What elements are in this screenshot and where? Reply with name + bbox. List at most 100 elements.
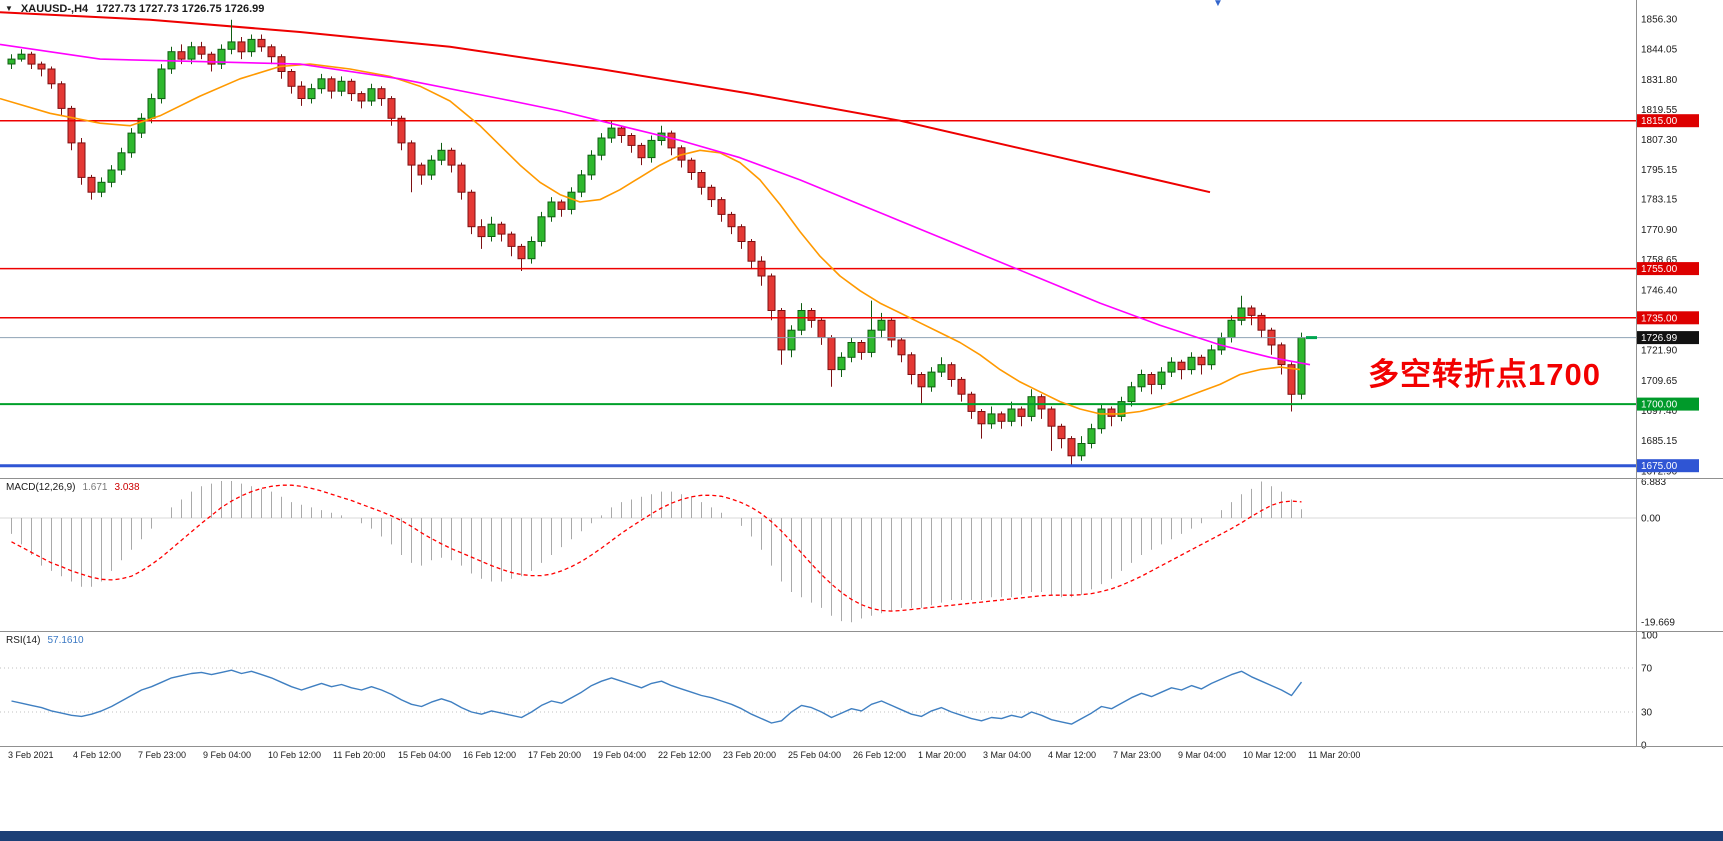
- chart-canvas[interactable]: 1856.30 1844.05 1831.80 1819.55 1807.30 1795.…: [0, 0, 1723, 765]
- candle-body: [407, 142, 416, 166]
- candle-body: [57, 83, 66, 109]
- candle-body: [327, 78, 336, 92]
- price-tag: [1637, 459, 1699, 473]
- price-axis-label: 1844.05: [1641, 45, 1678, 56]
- candle-body: [197, 46, 206, 55]
- candle-body: [1137, 374, 1146, 388]
- macd-axis-label: 6.883: [1641, 477, 1666, 488]
- candle-body: [257, 38, 266, 48]
- candle-body: [847, 342, 856, 358]
- candle-body: [487, 223, 496, 237]
- candle-body: [367, 88, 376, 102]
- time-axis-label: 22 Feb 12:00: [658, 750, 711, 760]
- candle-body: [887, 319, 896, 341]
- candle-body: [97, 181, 106, 193]
- candle-body: [397, 117, 406, 144]
- candle-body: [947, 364, 956, 381]
- candle-body: [667, 132, 676, 149]
- candle-body: [637, 144, 646, 159]
- time-axis-label: 16 Feb 12:00: [463, 750, 516, 760]
- candle-body: [387, 98, 396, 119]
- candle-body: [1297, 337, 1306, 395]
- price-axis-label: 1721.90: [1641, 346, 1678, 357]
- candle-body: [797, 310, 806, 331]
- candle-body: [597, 137, 606, 156]
- candle-body: [317, 78, 326, 90]
- candle-body: [357, 93, 366, 102]
- rsi-axis-label: 30: [1641, 708, 1653, 719]
- candle-body: [1157, 371, 1166, 385]
- macd-indicator-label: MACD(12,26,9) 1.671 3.038: [6, 482, 140, 493]
- candle-body: [1197, 356, 1206, 366]
- candle-body: [867, 329, 876, 353]
- candle-body: [287, 71, 296, 87]
- candle-body: [237, 41, 246, 53]
- candle-body: [1107, 408, 1116, 417]
- candle-body: [1167, 361, 1176, 373]
- candle-body: [647, 139, 656, 159]
- candle-body: [747, 241, 756, 262]
- candle-body: [827, 337, 836, 371]
- rsi-axis-label: 100: [1641, 631, 1658, 642]
- candle-body: [147, 98, 156, 119]
- chart-shift-icon[interactable]: ▼: [1213, 0, 1223, 9]
- candle-body: [1087, 428, 1096, 445]
- candle-body: [27, 53, 36, 65]
- candle-body: [137, 117, 146, 134]
- candle-body: [557, 201, 566, 210]
- candle-body: [1187, 356, 1196, 371]
- candle-body: [527, 241, 536, 260]
- time-axis-label: 19 Feb 04:00: [593, 750, 646, 760]
- candle-body: [1247, 307, 1256, 316]
- candle-body: [937, 364, 946, 373]
- candle-body: [477, 226, 486, 238]
- time-axis-label: 3 Mar 04:00: [983, 750, 1031, 760]
- candle-body: [307, 88, 316, 100]
- price-axis-label: 1709.65: [1641, 376, 1678, 387]
- rsi-name: RSI(14): [6, 635, 41, 646]
- candle-body: [1147, 374, 1156, 385]
- time-axis-scale[interactable]: [0, 747, 1723, 765]
- candle-body: [547, 201, 556, 218]
- price-tag-label: 1755.00: [1641, 264, 1678, 275]
- candle-body: [737, 226, 746, 242]
- time-axis-label: 4 Mar 12:00: [1048, 750, 1096, 760]
- candle-body: [807, 310, 816, 321]
- time-axis-label: 3 Feb 2021: [8, 750, 54, 760]
- time-axis-label: 9 Mar 04:00: [1178, 750, 1226, 760]
- price-tag-label: 1815.00: [1641, 116, 1678, 127]
- candle-body: [627, 135, 636, 146]
- candle-body: [1067, 438, 1076, 457]
- price-axis-label: 1807.30: [1641, 135, 1678, 146]
- candle-body: [787, 329, 796, 351]
- candle-body: [297, 85, 306, 99]
- macd-main-value: 1.671: [82, 482, 108, 493]
- candle-body: [1117, 401, 1126, 417]
- candle-body: [377, 88, 386, 100]
- medium-ma-line: [0, 43, 1311, 366]
- candle-body: [157, 68, 166, 100]
- time-axis-label: 23 Feb 20:00: [723, 750, 776, 760]
- candle-body: [727, 213, 736, 228]
- price-axis-label: 1819.55: [1641, 105, 1678, 116]
- macd-name: MACD(12,26,9): [6, 482, 76, 493]
- candle-body: [1177, 361, 1186, 371]
- candle-body: [107, 169, 116, 183]
- candle-body: [217, 48, 226, 65]
- price-tag: [1637, 262, 1699, 276]
- price-tag: [1637, 397, 1699, 411]
- candle-body: [87, 176, 96, 193]
- time-axis-label: 7 Feb 23:00: [138, 750, 186, 760]
- macd-signal-value: 3.038: [114, 482, 140, 493]
- candle-body: [37, 63, 46, 70]
- price-tag: [1637, 114, 1699, 128]
- candle-body: [567, 191, 576, 210]
- symbol-period-label: XAUUSD-,H4: [20, 3, 89, 15]
- price-tag-label: 1726.99: [1641, 333, 1678, 344]
- price-axis-label: 1746.40: [1641, 285, 1678, 296]
- candle-body: [1057, 425, 1066, 440]
- candle-body: [1077, 443, 1086, 457]
- time-axis-label: 17 Feb 20:00: [528, 750, 581, 760]
- candle-body: [457, 164, 466, 193]
- symbol-dropdown-icon[interactable]: ▼: [5, 4, 13, 13]
